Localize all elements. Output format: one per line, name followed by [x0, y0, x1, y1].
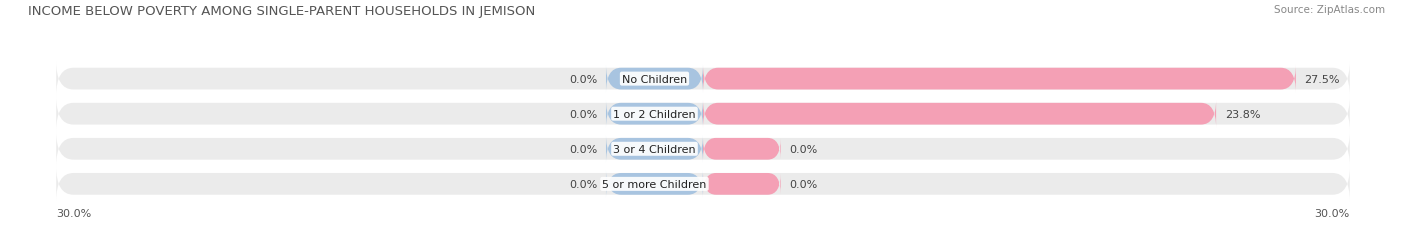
Text: 0.0%: 0.0% — [789, 179, 817, 189]
Text: 0.0%: 0.0% — [569, 74, 598, 84]
Text: 23.8%: 23.8% — [1225, 109, 1260, 119]
FancyBboxPatch shape — [703, 66, 1296, 93]
Text: INCOME BELOW POVERTY AMONG SINGLE-PARENT HOUSEHOLDS IN JEMISON: INCOME BELOW POVERTY AMONG SINGLE-PARENT… — [28, 5, 536, 18]
Text: 0.0%: 0.0% — [569, 109, 598, 119]
FancyBboxPatch shape — [703, 138, 780, 160]
FancyBboxPatch shape — [703, 173, 780, 195]
Text: No Children: No Children — [621, 74, 688, 84]
Text: 30.0%: 30.0% — [56, 208, 91, 218]
FancyBboxPatch shape — [56, 167, 1350, 201]
FancyBboxPatch shape — [56, 97, 1350, 131]
FancyBboxPatch shape — [56, 62, 1350, 96]
FancyBboxPatch shape — [606, 170, 703, 198]
Text: 30.0%: 30.0% — [1315, 208, 1350, 218]
Text: 5 or more Children: 5 or more Children — [602, 179, 707, 189]
Text: 0.0%: 0.0% — [569, 179, 598, 189]
FancyBboxPatch shape — [606, 100, 703, 128]
Text: 0.0%: 0.0% — [569, 144, 598, 154]
Text: Source: ZipAtlas.com: Source: ZipAtlas.com — [1274, 5, 1385, 15]
Text: 1 or 2 Children: 1 or 2 Children — [613, 109, 696, 119]
FancyBboxPatch shape — [606, 136, 703, 163]
FancyBboxPatch shape — [703, 100, 1216, 128]
FancyBboxPatch shape — [56, 132, 1350, 166]
Text: 0.0%: 0.0% — [789, 144, 817, 154]
Text: 27.5%: 27.5% — [1305, 74, 1340, 84]
Legend: Single Father, Single Mother: Single Father, Single Mother — [593, 229, 813, 231]
FancyBboxPatch shape — [606, 66, 703, 93]
Text: 3 or 4 Children: 3 or 4 Children — [613, 144, 696, 154]
